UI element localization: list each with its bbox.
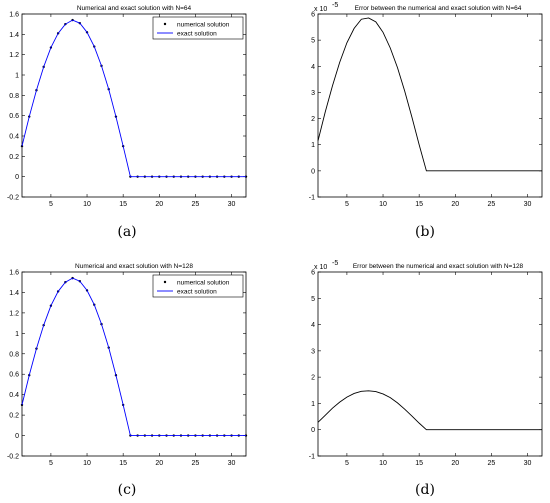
y-tick-label: 1.4 <box>9 32 19 39</box>
y-tick-label: 0 <box>311 427 315 434</box>
y-tick-label: 0.6 <box>9 113 19 120</box>
series-line-exact-solution <box>21 277 246 437</box>
y-tick-label: 1 <box>15 73 19 80</box>
x-tick-label: 10 <box>83 201 91 208</box>
y-tick-label: 1 <box>311 401 315 408</box>
panel-caption: (c) <box>118 482 137 498</box>
y-tick-label: 4 <box>311 64 315 71</box>
x-tick-label: 30 <box>228 201 236 208</box>
x-tick-label: 10 <box>83 460 91 467</box>
x-tick-label: 15 <box>119 201 127 208</box>
y-tick-label: 1 <box>15 331 19 338</box>
legend-box <box>152 16 244 40</box>
legend-marker-swatch <box>163 280 167 284</box>
legend-label: numerical solution <box>177 279 230 286</box>
y-tick-label: -0.2 <box>7 454 19 461</box>
y-tick-label: 0.4 <box>9 392 19 399</box>
y-tick-label: -1 <box>309 195 315 202</box>
y-tick-label: 0 <box>15 174 19 181</box>
x-tick-label: 5 <box>345 201 349 208</box>
y-tick-label: 1.6 <box>9 12 19 19</box>
y-tick-label: 5 <box>311 38 315 45</box>
legend: numerical solution exact solution <box>152 274 244 298</box>
chart-title: Error between the numerical and exact so… <box>355 5 522 12</box>
y-tick-label: 3 <box>311 90 315 97</box>
y-tick-label: 0.2 <box>9 154 19 161</box>
x-tick-label: 25 <box>192 460 200 467</box>
y-tick-label: -0.2 <box>7 195 19 202</box>
y-tick-label: 3 <box>311 348 315 355</box>
y-tick-label: -1 <box>309 454 315 461</box>
legend-label: exact solution <box>177 30 217 37</box>
chart-title: Numerical and exact solution with N=128 <box>75 263 193 270</box>
x-tick-label: 20 <box>451 460 459 467</box>
series-line-error <box>317 390 542 431</box>
chart-title: Error between the numerical and exact so… <box>353 263 524 270</box>
plot-area <box>317 271 543 457</box>
chart-title: Numerical and exact solution with N=64 <box>77 5 192 12</box>
axis-exponent-base: x 10 <box>314 264 327 271</box>
y-tick-label: 6 <box>311 12 315 19</box>
axis-exponent-base: x 10 <box>314 6 327 13</box>
chart-panel-3: 5 10 15 20 25 30 -0.2 0 0.2 0.4 0.6 0.8 1 1.2 1.4 1.6 Nu… <box>7 263 248 498</box>
plot-area <box>21 13 247 198</box>
x-tick-label: 5 <box>345 460 349 467</box>
chart-panel-4: 5 10 15 20 25 30 -1 0 1 2 3 4 5 6 Error between the nu… <box>309 260 543 498</box>
legend-box <box>152 274 244 298</box>
x-tick-label: 30 <box>228 460 236 467</box>
x-tick-label: 15 <box>415 201 423 208</box>
y-tick-label: 4 <box>311 322 315 329</box>
x-tick-label: 20 <box>155 201 163 208</box>
y-tick-label: 1.6 <box>9 270 19 277</box>
axis-exponent-power: -5 <box>332 2 338 9</box>
y-tick-label: 0 <box>15 433 19 440</box>
y-tick-label: 0 <box>311 168 315 175</box>
legend: numerical solution exact solution <box>152 16 244 40</box>
series-line-exact-solution <box>21 19 246 178</box>
legend-label: numerical solution <box>177 21 230 28</box>
panel-caption: (b) <box>415 224 435 240</box>
y-tick-label: 0.6 <box>9 372 19 379</box>
chart-panel-1: 5 10 15 20 25 30 -0.2 0 0.2 0.4 0.6 0.8 1 1.2 1.4 1.6 Nu… <box>7 5 248 240</box>
x-tick-label: 10 <box>379 460 387 467</box>
x-tick-label: 20 <box>451 201 459 208</box>
y-tick-label: 0.8 <box>9 93 19 100</box>
x-tick-label: 15 <box>119 460 127 467</box>
x-tick-label: 25 <box>192 201 200 208</box>
y-tick-label: 5 <box>311 296 315 303</box>
plot-area <box>21 271 247 457</box>
series-line-error <box>317 17 542 172</box>
plot-area <box>317 13 543 198</box>
x-tick-label: 15 <box>415 460 423 467</box>
y-tick-label: 1.4 <box>9 290 19 297</box>
x-tick-label: 30 <box>524 460 532 467</box>
y-tick-label: 1 <box>311 142 315 149</box>
x-tick-label: 20 <box>155 460 163 467</box>
y-tick-label: 1.2 <box>9 52 19 59</box>
y-tick-label: 2 <box>311 375 315 382</box>
x-tick-label: 10 <box>379 201 387 208</box>
x-tick-label: 25 <box>488 201 496 208</box>
y-tick-label: 0.4 <box>9 134 19 141</box>
legend-label: exact solution <box>177 288 217 295</box>
axis-exponent-power: -5 <box>332 260 338 267</box>
y-tick-label: 1.2 <box>9 310 19 317</box>
y-tick-label: 6 <box>311 270 315 277</box>
chart-panel-2: 5 10 15 20 25 30 -1 0 1 2 3 4 5 6 Error between the nu… <box>309 2 543 240</box>
panel-caption: (a) <box>117 224 136 240</box>
panel-caption: (d) <box>415 482 435 498</box>
x-tick-label: 30 <box>524 201 532 208</box>
y-tick-label: 0.2 <box>9 413 19 420</box>
x-tick-label: 5 <box>49 460 53 467</box>
y-tick-label: 2 <box>311 116 315 123</box>
y-tick-label: 0.8 <box>9 351 19 358</box>
x-tick-label: 5 <box>49 201 53 208</box>
x-tick-label: 25 <box>488 460 496 467</box>
legend-marker-swatch <box>163 22 167 26</box>
